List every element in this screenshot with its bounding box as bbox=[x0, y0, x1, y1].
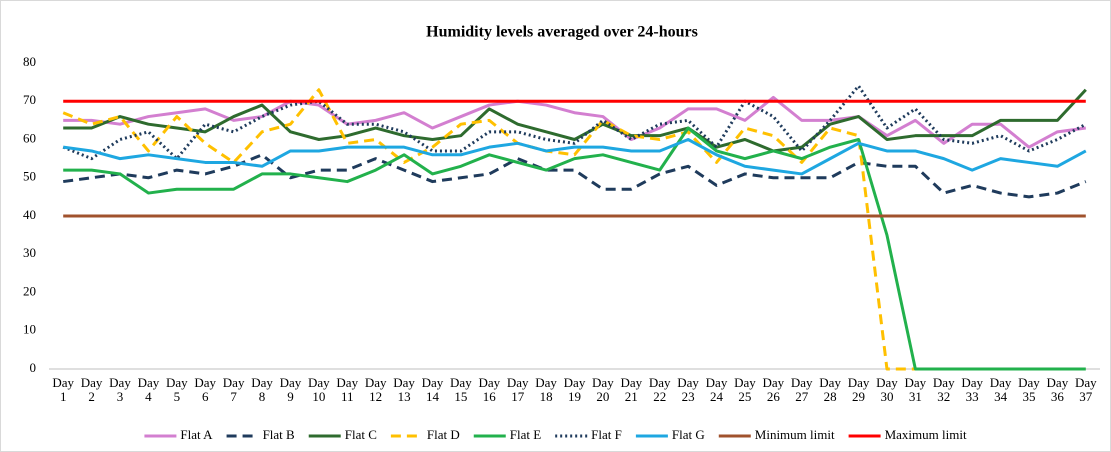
x-tick-label: Day 22 bbox=[648, 375, 671, 404]
legend-label: Flat A bbox=[180, 427, 213, 442]
chart-title: Humidity levels averaged over 24-hours bbox=[426, 24, 698, 41]
series-line bbox=[63, 88, 1087, 153]
x-tick-label: Day 11 bbox=[336, 375, 359, 404]
x-tick-label: Day 29 bbox=[847, 375, 870, 404]
x-tick-label: Day 16 bbox=[478, 375, 501, 404]
y-tick-label: 50 bbox=[23, 169, 36, 184]
series-line bbox=[62, 84, 1087, 161]
x-tick-label: Day 35 bbox=[1018, 375, 1040, 404]
x-tick-label: Day 33 bbox=[961, 375, 983, 404]
legend-label: Minimum limit bbox=[755, 427, 835, 442]
series-line bbox=[63, 126, 1086, 371]
x-tick-label: Day 19 bbox=[563, 375, 586, 404]
series-line bbox=[63, 95, 1087, 149]
x-tick-label: Day 14 bbox=[421, 375, 444, 404]
y-tick-label: 70 bbox=[23, 92, 36, 107]
legend: Flat A Flat B Flat C Flat D Flat E Flat F Flat… bbox=[144, 427, 967, 442]
x-tick-label: Day 36 bbox=[1046, 375, 1069, 404]
y-tick-label: 20 bbox=[23, 283, 36, 298]
x-tick-label: Day 23 bbox=[677, 375, 699, 404]
x-tick-label: Day 24 bbox=[705, 375, 728, 404]
x-tick-label: Day 18 bbox=[535, 375, 557, 404]
x-tick-label: Day 20 bbox=[592, 375, 614, 404]
x-tick-label: Day 5 bbox=[165, 375, 188, 404]
y-tick-label: 80 bbox=[23, 54, 36, 69]
x-tick-label: Day 37 bbox=[1074, 375, 1097, 404]
legend-label: Flat E bbox=[510, 427, 541, 442]
x-tick-label: Day 28 bbox=[819, 375, 841, 404]
x-tick-label: Day 26 bbox=[762, 375, 785, 404]
y-tick-label: 40 bbox=[23, 207, 36, 222]
y-tick-label: 0 bbox=[30, 360, 37, 375]
x-tick-label: Day 17 bbox=[506, 375, 529, 404]
legend-label: Flat C bbox=[345, 427, 377, 442]
x-tick-label: Day 4 bbox=[137, 375, 160, 404]
x-tick-label: Day 21 bbox=[620, 375, 643, 404]
legend-label: Flat G bbox=[672, 427, 705, 442]
x-tick-label: Day 9 bbox=[279, 375, 302, 404]
x-tick-label: Day 15 bbox=[450, 375, 472, 404]
x-tick-label: Day 7 bbox=[222, 375, 245, 404]
x-tick-label: Day 3 bbox=[109, 375, 131, 404]
x-tick-label: Day 12 bbox=[364, 375, 387, 404]
x-tick-label: Day 2 bbox=[80, 375, 103, 404]
x-tick-label: Day 34 bbox=[989, 375, 1012, 404]
x-tick-label: Day 30 bbox=[876, 375, 898, 404]
legend-label: Flat D bbox=[427, 427, 460, 442]
x-tick-label: Day 8 bbox=[251, 375, 273, 404]
x-tick-label: Day 6 bbox=[194, 375, 217, 404]
x-tick-label: Day 32 bbox=[932, 375, 955, 404]
x-tick-label: Day 10 bbox=[308, 375, 330, 404]
x-tick-label: Day 31 bbox=[904, 375, 927, 404]
x-tick-label: Day 1 bbox=[52, 375, 75, 404]
y-tick-label: 10 bbox=[23, 322, 36, 337]
y-tick-label: 30 bbox=[23, 245, 36, 260]
x-tick-label: Day 25 bbox=[734, 375, 756, 404]
legend-label: Flat B bbox=[263, 427, 295, 442]
series-line bbox=[63, 138, 1087, 176]
legend-label: Flat F bbox=[591, 427, 622, 442]
series-line bbox=[63, 153, 1087, 199]
y-tick-label: 60 bbox=[23, 130, 36, 145]
x-tick-label: Day 13 bbox=[393, 375, 415, 404]
x-tick-label: Day 27 bbox=[790, 375, 813, 404]
legend-label: Maximum limit bbox=[885, 427, 967, 442]
